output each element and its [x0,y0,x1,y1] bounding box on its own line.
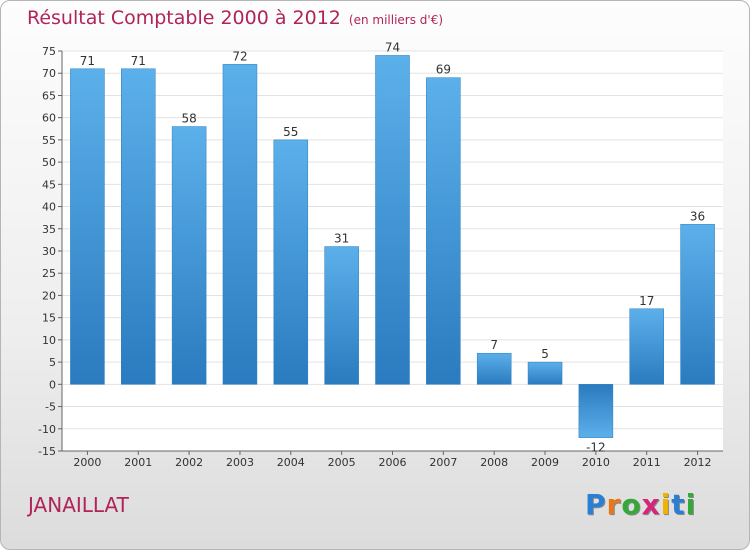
y-tick-label: 40 [42,201,56,214]
bar [121,68,156,385]
y-tick-label: 75 [42,45,56,58]
bar [222,64,258,385]
y-tick-label: 15 [42,312,56,325]
bar [70,68,105,385]
y-tick-label: -15 [38,445,56,458]
bar [527,361,563,385]
x-tick-label: 2001 [124,456,152,469]
x-tick-label: 2009 [531,456,559,469]
y-tick-label: 45 [42,178,56,191]
data-label: 71 [131,54,146,68]
x-tick-label: 2010 [582,456,610,469]
bar [375,55,410,385]
y-tick-label: 60 [42,112,56,125]
y-tick-label: -10 [38,423,56,436]
y-tick-label: 20 [42,289,56,302]
data-label: 72 [232,49,247,63]
data-label: 5 [541,347,549,361]
y-tick-label: 65 [42,89,56,102]
logo-letter: x [641,488,661,521]
logo-letter: r [606,488,622,521]
bar [680,224,715,385]
data-label: 36 [690,209,705,223]
data-label: 74 [385,40,400,54]
y-tick-label: 10 [42,334,56,347]
data-label: 71 [80,54,95,68]
bar [426,77,461,385]
bar [629,308,664,385]
chart-title-text: Résultat Comptable 2000 à 2012 [27,7,341,29]
bar [171,126,207,385]
y-tick-label: 5 [49,356,56,369]
bar [324,246,359,385]
data-label: 31 [334,232,349,246]
x-tick-label: 2003 [226,456,254,469]
x-tick-label: 2007 [429,456,457,469]
y-tick-label: -5 [45,401,56,414]
data-label: 58 [181,112,196,126]
data-label: 55 [283,125,298,139]
y-tick-label: 55 [42,134,56,147]
data-label: -12 [586,441,606,455]
x-tick-label: 2005 [328,456,356,469]
x-tick-label: 2012 [684,456,712,469]
proxiti-logo: Proxiti [585,488,696,521]
chart-subtitle: (en milliers d'€) [348,13,444,27]
y-tick-label: 70 [42,67,56,80]
x-tick-label: 2002 [175,456,203,469]
x-tick-label: 2004 [277,456,305,469]
data-label: 7 [490,338,498,352]
data-label: 17 [639,294,654,308]
x-tick-label: 2011 [633,456,661,469]
chart-title: Résultat Comptable 2000 à 2012 (en millie… [27,7,443,29]
y-tick-label: 30 [42,245,56,258]
bar [476,352,512,385]
data-label: 69 [436,63,451,77]
y-tick-label: 50 [42,156,56,169]
commune-name: JANAILLAT [28,493,129,517]
logo-letter: t [671,488,686,521]
y-tick-label: 0 [49,378,56,391]
logo-letter: P [585,488,607,521]
logo-letter: i [685,488,697,521]
bar [273,139,309,385]
bar [578,384,614,438]
y-tick-label: 25 [42,267,56,280]
x-tick-label: 2000 [73,456,101,469]
y-tick-label: 35 [42,223,56,236]
logo-letter: o [621,488,642,521]
logo-letter: i [660,488,672,521]
x-tick-label: 2006 [379,456,407,469]
x-tick-label: 2008 [480,456,508,469]
